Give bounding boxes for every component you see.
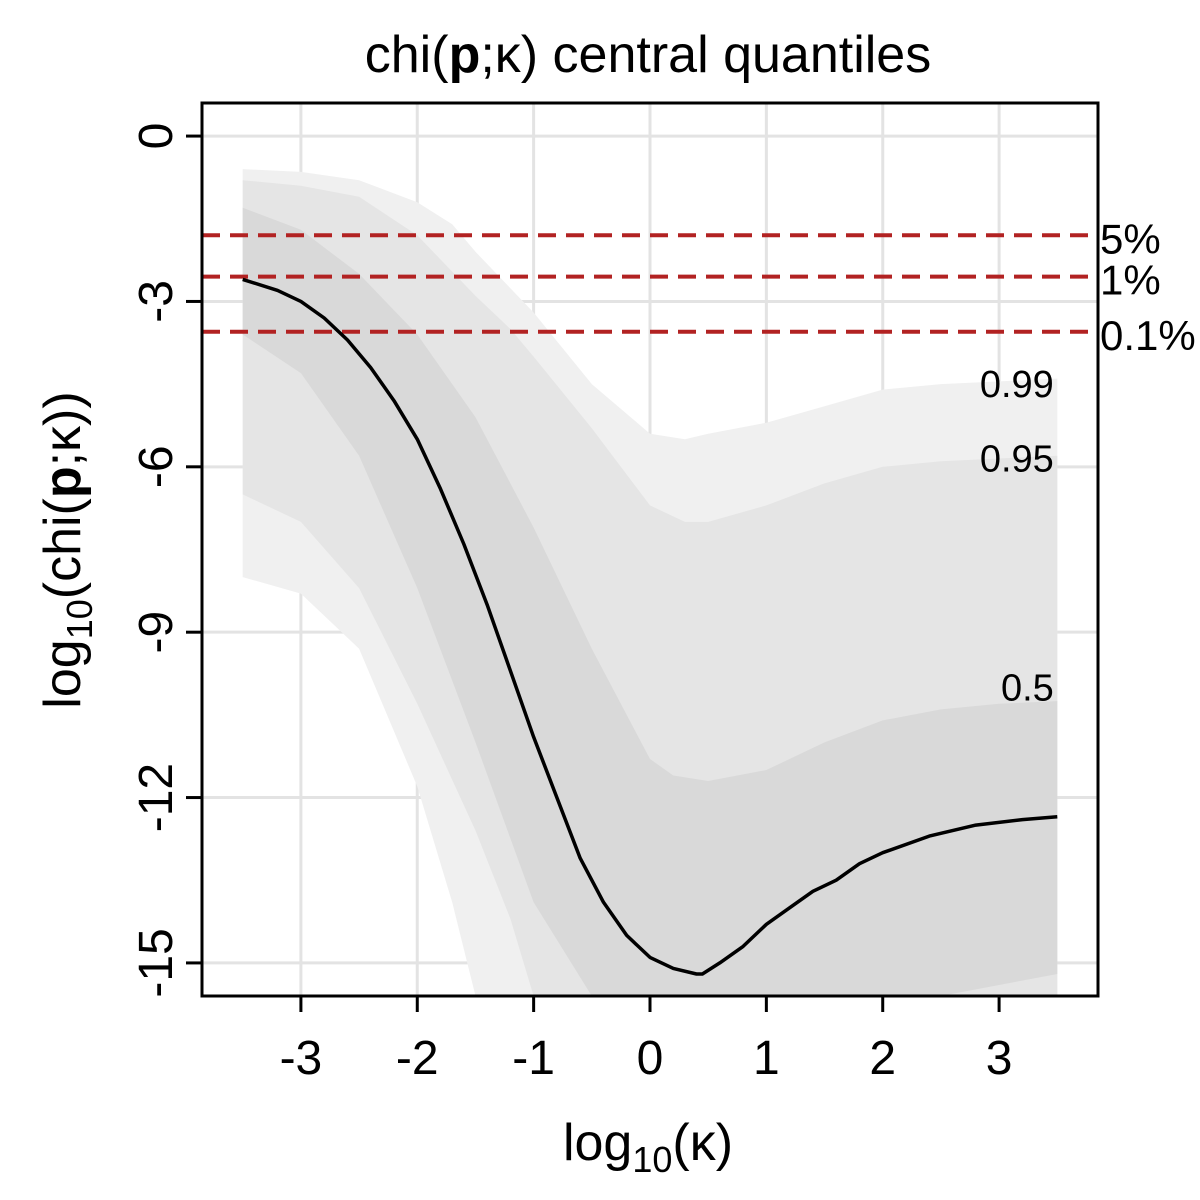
- band-label-0-95: 0.95: [980, 439, 1054, 481]
- threshold-label-2: 0.1%: [1100, 312, 1196, 359]
- band-labels: 0.99 0.95 0.5: [980, 364, 1054, 709]
- y-tick-label-2: -6: [130, 445, 183, 488]
- threshold-label-1: 1%: [1100, 257, 1161, 304]
- band-label-0-5: 0.5: [1001, 667, 1054, 709]
- y-axis: 0 -3 -6 -9 -12 -15: [130, 123, 202, 998]
- x-tick-label-0: -3: [280, 1032, 323, 1085]
- y-tick-label-3: -9: [130, 611, 183, 654]
- y-tick-label-0: 0: [130, 123, 183, 150]
- bands: [242, 169, 1058, 996]
- x-tick-label-2: -1: [512, 1032, 555, 1085]
- y-tick-label-4: -12: [130, 763, 183, 832]
- y-tick-label-1: -3: [130, 280, 183, 323]
- x-tick-label-6: 3: [986, 1032, 1013, 1085]
- band-0-5: [242, 207, 1058, 996]
- band-label-0-99: 0.99: [980, 364, 1054, 406]
- x-axis: -3 -2 -1 0 1 2 3: [280, 996, 1013, 1085]
- median-line: [242, 277, 1058, 976]
- y-tick-label-5: -15: [130, 928, 183, 997]
- plot-lines: [202, 233, 1098, 976]
- x-tick-label-3: 0: [637, 1032, 664, 1085]
- x-tick-label-4: 1: [753, 1032, 780, 1085]
- x-tick-label-5: 2: [869, 1032, 896, 1085]
- chart-title: chi(p;κ) central quantiles: [365, 26, 931, 84]
- y-axis-label: log10(chi(p;κ)): [34, 391, 100, 708]
- x-axis-label: log10(κ): [563, 1114, 733, 1180]
- threshold-labels: 5%1% 0.1%: [1100, 215, 1196, 358]
- threshold-label-0: 5%: [1100, 215, 1161, 262]
- x-tick-label-1: -2: [396, 1032, 439, 1085]
